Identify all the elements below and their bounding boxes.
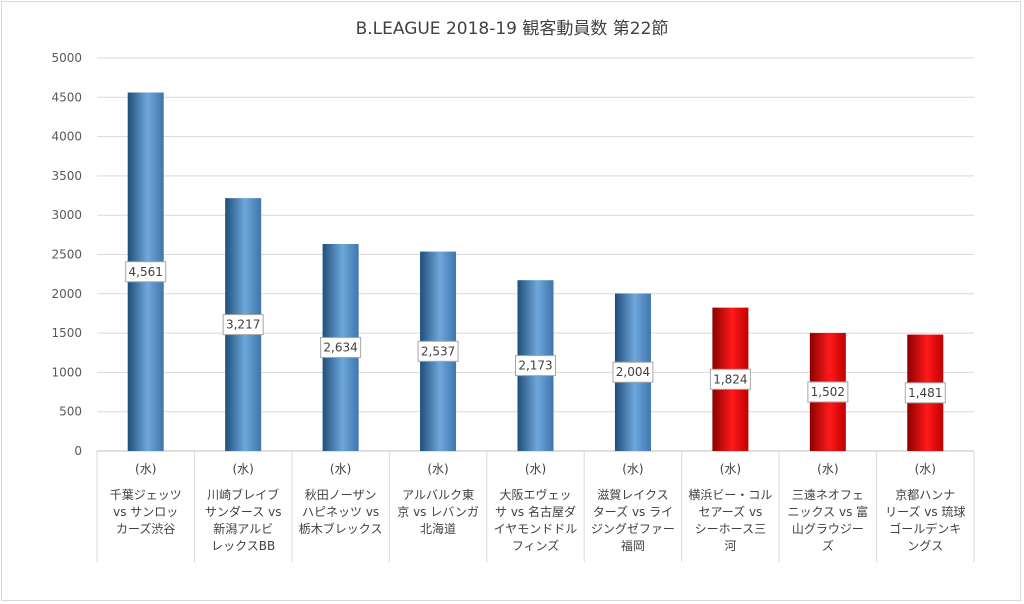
category-label: 京都ハンナ: [895, 488, 955, 502]
y-tick-label: 4500: [51, 90, 82, 104]
y-tick-label: 1000: [51, 365, 82, 379]
data-label: 1,481: [908, 386, 942, 400]
data-label: 1,502: [811, 385, 845, 399]
category-label: アルバルク東: [402, 488, 474, 502]
category-day-label: (水): [135, 462, 156, 476]
data-label: 3,217: [226, 318, 260, 332]
y-tick-label: 500: [59, 405, 82, 419]
category-day-label: (水): [232, 462, 253, 476]
data-label-box: [807, 381, 849, 403]
category-label: ハピネッツ vs: [302, 505, 379, 519]
y-tick-label: 1500: [51, 326, 82, 340]
category-label: ングス: [907, 539, 943, 553]
category-label: 川崎ブレイブ: [207, 487, 279, 502]
data-label-box: [612, 361, 654, 383]
category-label: イヤモンドドル: [494, 522, 578, 536]
y-tick-label: 3000: [51, 208, 82, 222]
category-label: サ vs 名古屋ダ: [495, 504, 576, 519]
category-day-label: (水): [427, 462, 448, 476]
category-label: レックスBB: [211, 539, 275, 553]
data-label-box: [904, 382, 946, 404]
y-tick-label: 5000: [51, 51, 82, 65]
category-label: 京 vs レバンガ: [397, 505, 479, 519]
category-day-label: (水): [817, 462, 838, 476]
chart-title: B.LEAGUE 2018-19 観客動員数 第22節: [355, 19, 669, 39]
category-label: カーズ渋谷: [116, 521, 175, 536]
category-label: 秋田ノーザン: [305, 488, 377, 502]
category-label: 横浜ビー・コル: [688, 488, 772, 502]
category-label: 山グラウジー: [792, 522, 864, 536]
category-label: 河: [724, 539, 736, 553]
data-label-box: [320, 336, 362, 358]
category-label: 千葉ジェッツ: [110, 488, 182, 502]
category-label: 新潟アルビ: [213, 521, 273, 536]
category-label: ジングゼファー: [591, 522, 675, 536]
y-axis: 0 500 1000 1500 2000 2500 3000 3500 4000 4500 5000: [51, 51, 82, 458]
category-label: シーホース三: [695, 522, 766, 536]
y-tick-label: 0: [74, 444, 82, 458]
y-tick-label: 4000: [51, 130, 82, 144]
data-label: 2,634: [323, 340, 357, 354]
data-labels: 4,561 3,217 2,634 2,537 2,173 2,004 1,824 1,502…: [125, 261, 946, 404]
data-label: 1,824: [713, 372, 747, 386]
data-label-box: [125, 261, 167, 283]
data-label: 2,173: [518, 359, 552, 373]
category-label: ズ: [822, 538, 834, 553]
category-label: ニックス vs 富: [788, 504, 869, 519]
data-label-box: [222, 314, 264, 336]
category-label: ターズ vs ライ: [593, 504, 673, 519]
data-label: 2,537: [421, 344, 455, 358]
category-label: フィンズ: [512, 538, 560, 553]
data-label: 4,561: [129, 265, 163, 279]
y-tick-label: 2500: [51, 248, 82, 262]
category-day-label: (水): [720, 462, 741, 476]
category-label: vs サンロッ: [113, 505, 178, 519]
category-label: リーズ vs 琉球: [885, 504, 965, 519]
category-label: セアーズ vs: [698, 504, 762, 519]
category-label: 滋賀レイクス: [597, 488, 668, 502]
y-tick-label: 2000: [51, 287, 82, 301]
category-label: 北海道: [420, 521, 456, 536]
category-label: ゴールデンキ: [889, 521, 961, 536]
category-label: 大阪エヴェッ: [499, 487, 571, 502]
data-label-box: [515, 355, 556, 377]
y-tick-label: 3500: [51, 169, 82, 183]
category-day-label: (水): [330, 462, 351, 476]
category-label: サンダース vs: [205, 504, 282, 519]
category-day-label: (水): [525, 462, 546, 476]
data-label-box: [709, 368, 751, 390]
category-label: 栃木ブレックス: [299, 521, 383, 536]
data-label: 2,004: [616, 365, 650, 379]
data-label-box: [417, 340, 459, 362]
category-day-label: (水): [622, 462, 643, 476]
category-label: 福岡: [621, 538, 645, 553]
category-label: 三遠ネオフェ: [792, 488, 864, 502]
category-day-label: (水): [915, 462, 936, 476]
